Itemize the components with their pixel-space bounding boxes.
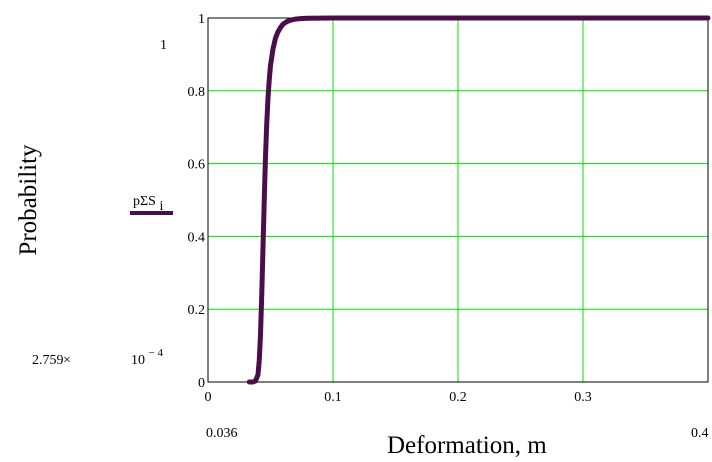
- y-tick-label: 0: [198, 376, 205, 391]
- x-tick-label: 0.2: [449, 390, 467, 405]
- legend-label-subscript: i: [159, 199, 163, 214]
- y-tick-label: 0.4: [188, 230, 206, 245]
- y-min-label-times: ×: [63, 353, 71, 368]
- legend-label-text: pΣS: [133, 194, 156, 209]
- y-tick-label: 0.2: [188, 303, 206, 318]
- x-max-label: 0.4: [691, 426, 709, 441]
- tick-labels: 0 0.1 0.2 0.3 0 0.2 0.4 0.6 0.8 1: [188, 12, 592, 405]
- legend: pΣS i: [130, 194, 173, 215]
- x-tick-label: 0: [205, 390, 212, 405]
- y-min-label-base: 10: [131, 353, 145, 368]
- x-tick-label: 0.3: [574, 390, 592, 405]
- legend-label: pΣS i: [133, 194, 163, 214]
- x-min-label: 0.036: [206, 426, 238, 441]
- y-axis-title: Probability: [15, 144, 42, 256]
- y-min-label-exponent: − 4: [149, 347, 164, 359]
- x-axis-title: Deformation, m: [387, 432, 547, 459]
- y-min-label: 2.759 × 10 − 4: [32, 347, 163, 368]
- grid-lines: [208, 18, 708, 382]
- y-max-label: 1: [160, 38, 167, 53]
- y-tick-label: 0.8: [188, 85, 206, 100]
- y-tick-label: 0.6: [188, 158, 206, 173]
- y-min-label-mantissa: 2.759: [32, 353, 64, 368]
- y-tick-label: 1: [198, 12, 205, 27]
- series-line: [246, 15, 711, 385]
- x-tick-label: 0.1: [324, 390, 342, 405]
